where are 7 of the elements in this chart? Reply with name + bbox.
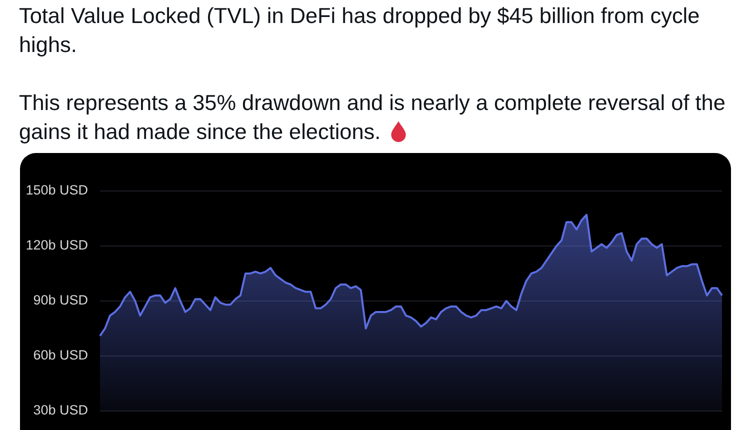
y-tick-label: 60b USD <box>33 348 88 363</box>
y-tick-label: 90b USD <box>33 292 88 308</box>
y-tick-label: 120b USD <box>26 238 88 253</box>
y-tick-label: 30b USD <box>33 402 88 418</box>
y-tick-label: 150b USD <box>26 182 88 198</box>
chart-title: Total Value Locked (TVL) in DeFi has dropped by $45 billion from cycle highs. <box>19 2 701 59</box>
chart-subtitle: This represents a 35% drawdown and is nearly a complete reversal of the gains it had made since the elections. <box>19 90 726 144</box>
